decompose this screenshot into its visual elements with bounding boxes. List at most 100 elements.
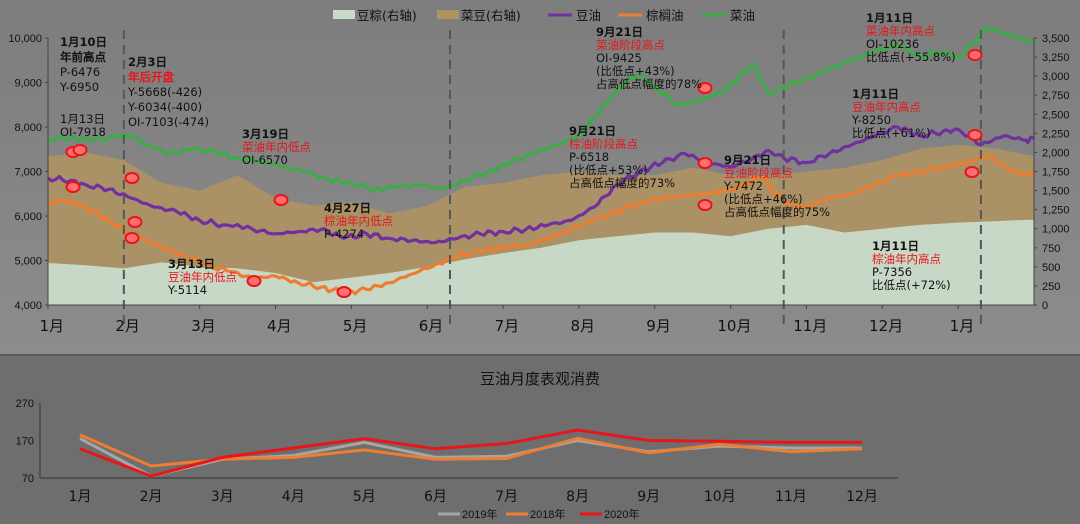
- highlight-marker: [127, 216, 143, 228]
- annotation-text: 占高低点幅度的78%: [596, 77, 702, 91]
- bottom-chart: 豆油月度表观消费 270 170 70 1月 2月 3月 4月 5月 6月 7月 8月 9月 10月 11月…: [16, 370, 898, 505]
- legend: 豆粽(右轴) 菜豆(右轴) 豆油 棕榈油 菜油: [333, 8, 755, 23]
- bottom-x-tick-label: 5月: [353, 489, 376, 505]
- right-tick-label: 0: [1042, 300, 1048, 312]
- right-tick-label: 2,000: [1042, 147, 1070, 159]
- bottom-x-tick-label: 8月: [566, 489, 589, 505]
- annotation-text: Y-7472: [723, 179, 763, 193]
- bottom-x-tick-label: 9月: [637, 489, 660, 505]
- line-菜油: [47, 25, 1035, 193]
- legend-label: 棕榈油: [646, 8, 684, 23]
- line-豆油: [47, 125, 1035, 245]
- bottom-legend-label: 2018年: [530, 507, 565, 521]
- x-tick-label: 1月: [950, 317, 975, 335]
- legend-swatch: [437, 10, 459, 19]
- annotation-text: 菜油年内高点: [866, 24, 935, 38]
- right-tick-label: 750: [1042, 243, 1060, 255]
- annotation-text: P-4274: [324, 227, 364, 241]
- legend-label: 菜豆(右轴): [461, 8, 521, 23]
- annotation-text: 1月11日: [852, 87, 899, 101]
- left-tick-label: 4,000: [14, 300, 42, 312]
- left-tick-label: 9,000: [14, 78, 42, 90]
- right-tick-label: 3,500: [1042, 33, 1070, 45]
- right-tick-label: 1,750: [1042, 167, 1070, 179]
- annotation-text: 1月13日: [60, 112, 105, 126]
- bottom-panel-bg: [0, 355, 1080, 524]
- annotation-text: (比低点+46%): [724, 192, 803, 206]
- x-tick-label: 1月: [40, 317, 65, 335]
- bottom-x-tick-label: 6月: [424, 489, 447, 505]
- x-tick-label: 2月: [115, 317, 140, 335]
- annotation-text: Y-6950: [59, 80, 99, 94]
- annotation-text: 3月13日: [168, 257, 215, 271]
- annotation-text: 比低点(+61%): [852, 126, 931, 140]
- x-tick-label: 6月: [419, 317, 444, 335]
- annotation-text: 比低点(+72%): [872, 278, 951, 292]
- bottom-x-tick-label: 4月: [282, 489, 305, 505]
- highlight-marker: [697, 82, 713, 94]
- highlight-marker: [967, 49, 983, 61]
- annotation-text: Y-8250: [851, 113, 891, 127]
- highlight-marker: [967, 129, 983, 141]
- annotation-text: P-6476: [60, 65, 100, 79]
- right-tick-label: 3,250: [1042, 52, 1070, 64]
- highlight-marker: [964, 166, 980, 178]
- annotation-text: OI-10236: [866, 37, 919, 51]
- annotation-text: 3月19日: [242, 127, 289, 141]
- x-tick-label: 5月: [343, 317, 368, 335]
- annotation-text: 9月21日: [596, 25, 643, 39]
- left-tick-label: 6,000: [14, 211, 42, 223]
- bottom-x-tick-label: 11月: [775, 489, 807, 505]
- annotation-text: 比低点(+55.8%): [866, 50, 956, 64]
- annotation-text: 年后开盘: [128, 70, 174, 84]
- bottom-x-tick-label: 10月: [704, 489, 736, 505]
- annotation-text: 棕油年内高点: [872, 252, 941, 266]
- right-tick-label: 1,500: [1042, 186, 1070, 198]
- annotation-text: OI-7918: [60, 125, 106, 139]
- bottom-legend-label: 2019年: [462, 507, 497, 521]
- bottom-y-tick-label: 270: [16, 398, 34, 410]
- right-tick-label: 500: [1042, 262, 1060, 274]
- highlight-marker: [246, 275, 262, 287]
- bottom-x-tick-label: 7月: [495, 489, 518, 505]
- highlight-marker: [65, 181, 81, 193]
- legend-label: 菜油: [730, 8, 755, 23]
- annotation-text: (比低点+43%): [596, 64, 675, 78]
- annotation-text: 1月11日: [866, 11, 913, 25]
- left-tick-label: 7,000: [14, 167, 42, 179]
- left-tick-label: 8,000: [14, 122, 42, 134]
- x-tick-label: 3月: [191, 317, 216, 335]
- bottom-legend-label: 2020年: [604, 507, 639, 521]
- annotation-text: 豆油年内低点: [168, 270, 237, 284]
- highlight-marker: [697, 199, 713, 211]
- bottom-x-tick-label: 2月: [140, 489, 163, 505]
- annotation-text: 豆油年内高点: [852, 100, 921, 114]
- x-tick-label: 4月: [267, 317, 292, 335]
- x-tick-label: 9月: [646, 317, 671, 335]
- bottom-x-tick-label: 1月: [69, 489, 92, 505]
- annotation-text: 1月11日: [872, 239, 919, 253]
- annotation-text: OI-6570: [242, 153, 288, 167]
- annotation-text: Y-5668(-426): [127, 85, 202, 99]
- annotation-text: OI-9425: [596, 51, 642, 65]
- x-tick-label: 10月: [717, 317, 751, 335]
- right-tick-label: 2,500: [1042, 109, 1070, 121]
- area-douzong: [48, 219, 1034, 305]
- left-tick-label: 10,000: [8, 33, 42, 45]
- annotation-text: 年前高点: [60, 50, 106, 64]
- x-tick-label: 8月: [570, 317, 595, 335]
- highlight-marker: [124, 232, 140, 244]
- x-tick-label: 11月: [793, 317, 827, 335]
- highlight-marker: [273, 194, 289, 206]
- highlight-marker: [336, 286, 352, 298]
- bottom-y-tick-label: 70: [22, 473, 34, 485]
- annotation-text: 棕油阶段高点: [569, 137, 638, 151]
- bottom-chart-title: 豆油月度表观消费: [480, 370, 600, 388]
- legend-label: 豆油: [576, 8, 601, 23]
- x-tick-label: 7月: [495, 317, 520, 335]
- annotation-text: 4月27日: [324, 201, 371, 215]
- line-棕榈油: [47, 154, 1036, 296]
- annotation-text: 棕油年内低点: [324, 214, 393, 228]
